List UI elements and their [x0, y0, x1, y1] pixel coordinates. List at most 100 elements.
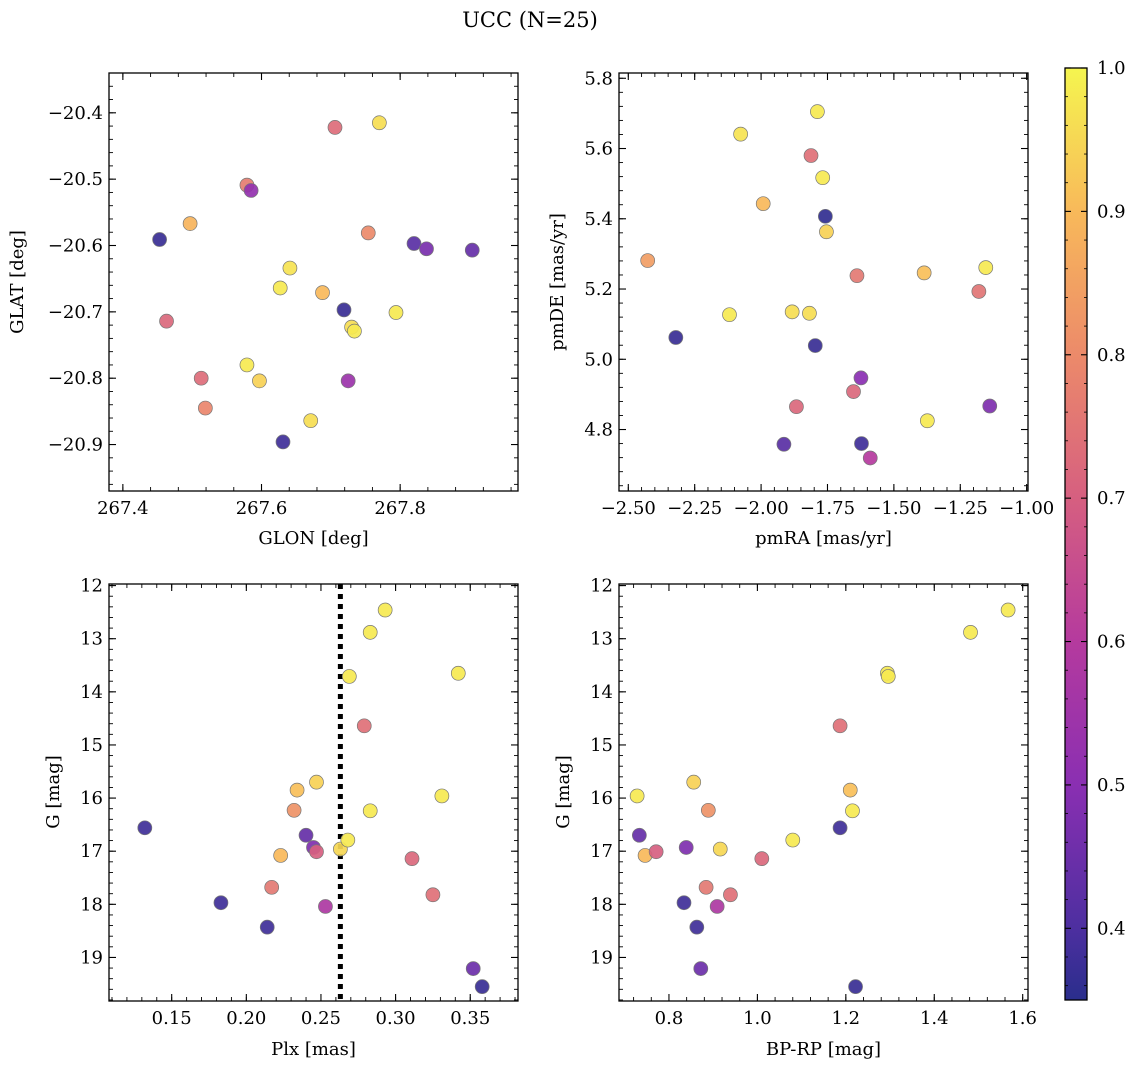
data-point — [406, 236, 422, 251]
y-tick-label: 13 — [80, 629, 103, 650]
colorbar-tick-label: 1.0 — [1097, 58, 1126, 79]
x-axis-label: Plx [mas] — [271, 1039, 356, 1060]
axis-ticks — [619, 584, 1028, 1001]
data-point — [434, 788, 450, 804]
data-point — [474, 979, 490, 995]
y-tick-label: 4.8 — [584, 420, 613, 441]
data-point — [318, 899, 333, 914]
x-tick-labels: 0.15 0.20 0.25 0.30 0.35 — [152, 1008, 491, 1029]
y-tick-label: 18 — [80, 894, 103, 915]
y-tick-label: 17 — [80, 841, 103, 862]
data-point — [978, 260, 994, 275]
data-point — [159, 313, 174, 329]
plot-frame — [618, 72, 1029, 492]
axis-ticks — [619, 73, 1028, 491]
data-point — [971, 284, 987, 299]
data-point — [362, 624, 378, 640]
colorbar-tick-label: 0.9 — [1097, 201, 1126, 222]
y-tick-labels: 4.8 5.0 5.2 5.4 5.6 5.8 — [584, 68, 613, 440]
data-point — [723, 887, 738, 903]
data-point — [678, 840, 694, 855]
data-point — [273, 848, 289, 863]
y-tick-label: −20.4 — [48, 103, 103, 124]
x-tick-label: 1.6 — [1008, 1008, 1037, 1029]
panel-glon-glat: 267.4 267.6 267.8 −20.4−20.5−20.6−20.7−20.… — [7, 72, 519, 549]
plot-frame — [108, 583, 519, 1002]
data-point — [810, 104, 825, 119]
plot-frame — [618, 583, 1029, 1002]
x-tick-label: 267.6 — [236, 498, 288, 519]
data-point — [648, 844, 664, 860]
y-axis-label: G [mag] — [553, 755, 574, 828]
data-point — [880, 669, 896, 684]
data-point — [137, 820, 153, 836]
colorbar-gradient — [1064, 67, 1088, 1001]
data-point — [465, 961, 481, 976]
data-point — [631, 827, 647, 843]
y-tick-label: 12 — [80, 576, 103, 597]
y-tick-label: 16 — [80, 788, 103, 809]
data-point — [1000, 602, 1016, 618]
x-tick-label: −1.25 — [933, 498, 988, 519]
data-point — [341, 669, 357, 684]
data-point — [802, 305, 817, 321]
y-tick-label: 14 — [80, 682, 103, 703]
data-point — [289, 782, 305, 798]
data-point — [272, 280, 288, 296]
axis-ticks — [109, 584, 518, 1001]
data-point — [198, 400, 213, 416]
colorbar-tick-label: 0.4 — [1097, 918, 1126, 939]
y-tick-label: 18 — [590, 894, 613, 915]
y-tick-label: 5.2 — [584, 279, 613, 300]
data-point — [803, 148, 819, 163]
data-point — [754, 851, 770, 866]
x-tick-label: 267.4 — [97, 498, 149, 519]
y-tick-label: 16 — [590, 788, 613, 809]
axis-ticks — [109, 72, 518, 491]
data-point — [275, 434, 291, 450]
data-point — [676, 895, 692, 911]
panel-proper-motion: −2.50 −2.25 −2.00 −1.75 −1.50 −1.25 −1.00 4.8 5… — [547, 68, 1054, 549]
data-point — [853, 370, 869, 386]
y-tick-label: 12 — [590, 576, 613, 597]
y-tick-labels: 12 13 14 15 16 17 18 19 — [590, 576, 613, 969]
data-point — [689, 919, 705, 935]
data-point — [693, 961, 709, 976]
data-point — [700, 802, 716, 818]
y-tick-label: 13 — [590, 629, 613, 650]
scatter-points — [640, 104, 998, 466]
y-axis-label: GLAT [deg] — [7, 230, 28, 334]
data-point — [845, 803, 860, 819]
y-axis-label: G [mag] — [43, 755, 64, 828]
scatter-points — [629, 602, 1016, 995]
y-tick-label: 19 — [590, 947, 613, 968]
data-point — [243, 183, 259, 198]
data-point — [213, 895, 229, 911]
x-tick-label: 0.8 — [655, 1008, 684, 1029]
x-tick-labels: 267.4 267.6 267.8 — [97, 498, 426, 519]
data-point — [388, 305, 404, 320]
x-tick-label: −2.00 — [734, 498, 789, 519]
x-tick-label: −2.25 — [667, 498, 722, 519]
scatter-points — [152, 115, 480, 450]
data-point — [340, 373, 356, 389]
data-point — [450, 665, 466, 681]
data-point — [309, 774, 324, 790]
y-tick-labels: −20.4 −20.5 −20.6 −20.7 −20.8 −20.9 — [48, 103, 103, 456]
x-axis-label: BP-RP [mag] — [766, 1039, 881, 1060]
scatter-points — [137, 602, 490, 995]
y-tick-label: 15 — [590, 735, 613, 756]
y-tick-label: 5.8 — [584, 68, 613, 89]
colorbar-tick-label: 0.7 — [1097, 488, 1126, 509]
colorbar-tick-label: 0.5 — [1097, 775, 1126, 796]
data-point — [315, 285, 330, 300]
data-point — [784, 304, 800, 320]
data-point — [377, 602, 393, 618]
data-point — [347, 323, 362, 339]
data-point — [686, 774, 702, 790]
y-axis-label: pmDE [mas/yr] — [547, 213, 568, 351]
data-point — [815, 170, 831, 186]
data-point — [419, 241, 434, 257]
colorbar-tick-label: 0.8 — [1097, 345, 1126, 366]
